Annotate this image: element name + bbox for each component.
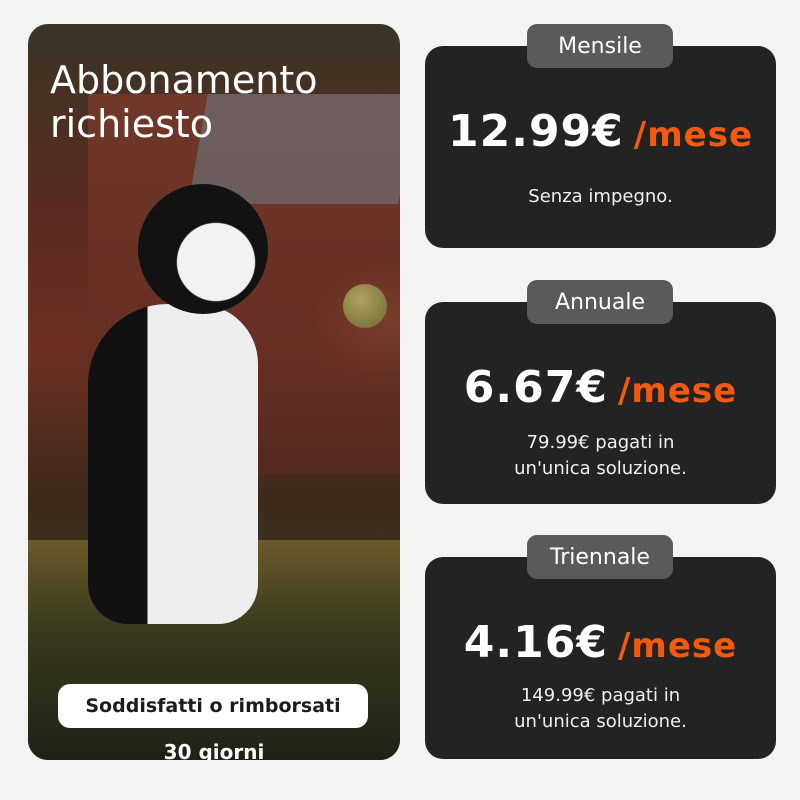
dog-head [138, 184, 268, 314]
note-line-1: Senza impegno. [528, 186, 673, 207]
title-line-2: richiesto [50, 102, 214, 146]
price-period: /mese [617, 626, 738, 666]
plan-card-monthly[interactable]: 12.99€/mese Senza impegno. [425, 46, 776, 248]
plan-price: 4.16€/mese [425, 617, 776, 668]
price-value: 6.67€ [463, 362, 608, 413]
note-line-2: un'unica soluzione. [514, 458, 687, 479]
plan-badge-annual: Annuale [527, 280, 673, 324]
price-period: /mese [633, 115, 753, 155]
plan-price: 12.99€/mese [425, 106, 776, 157]
plan-badge-monthly: Mensile [527, 24, 673, 68]
note-line-1: 79.99€ pagati in [526, 432, 675, 453]
plan-card-triennial[interactable]: 4.16€/mese 149.99€ pagati in un'unica sol… [425, 557, 776, 759]
plan-note: 79.99€ pagati in un'unica soluzione. [425, 430, 776, 482]
plan-badge-triennial: Triennale [527, 535, 673, 579]
guarantee-period: 30 giorni [163, 740, 265, 760]
plan-note: 149.99€ pagati in un'unica soluzione. [425, 683, 776, 735]
price-value: 12.99€ [448, 106, 624, 157]
hero-photo-dog: Abbonamento richiesto Soddisfatti o rimb… [28, 24, 400, 760]
dog-body [88, 304, 258, 624]
tennis-ball [343, 284, 387, 328]
price-value: 4.16€ [463, 617, 608, 668]
title-line-1: Abbonamento [50, 58, 318, 102]
note-line-1: 149.99€ pagati in [520, 685, 681, 706]
guarantee-badge: Soddisfatti o rimborsati [58, 684, 368, 728]
price-period: /mese [617, 371, 738, 411]
note-line-2: un'unica soluzione. [514, 711, 687, 732]
plan-price: 6.67€/mese [425, 362, 776, 413]
plan-note: Senza impegno. [425, 184, 776, 210]
plan-card-annual[interactable]: 6.67€/mese 79.99€ pagati in un'unica solu… [425, 302, 776, 504]
page-title: Abbonamento richiesto [50, 58, 317, 146]
